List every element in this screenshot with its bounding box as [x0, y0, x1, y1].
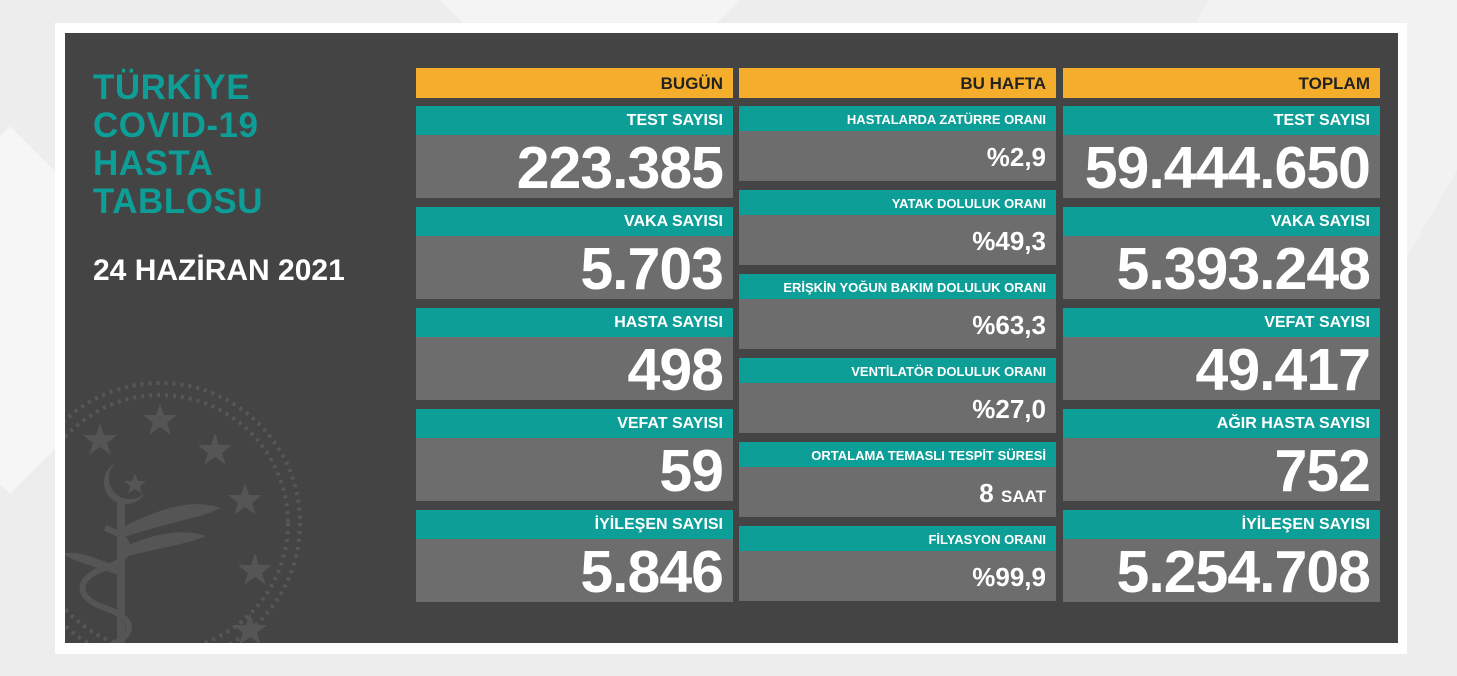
report-date: 24 HAZİRAN 2021 — [93, 254, 345, 287]
column-header: BU HAFTA — [739, 68, 1056, 98]
stat-card: HASTA SAYISI 498 — [416, 308, 733, 403]
column-header: BUGÜN — [416, 68, 733, 98]
rate-card: ORTALAMA TEMASLI TESPİT SÜRESİ 8 SAAT — [739, 442, 1056, 517]
rate-value: %99,9 — [739, 551, 1056, 601]
column-this-week: BU HAFTA HASTALARDA ZATÜRRE ORANI %2,9 Y… — [739, 68, 1056, 601]
dashboard-board: TÜRKİYE COVID-19 HASTA TABLOSU 24 HAZİRA… — [65, 33, 1398, 643]
column-header: TOPLAM — [1063, 68, 1380, 98]
stat-label: VEFAT SAYISI — [416, 409, 733, 438]
stat-label: TEST SAYISI — [416, 106, 733, 135]
rate-number: %2,9 — [986, 142, 1046, 172]
ministry-emblem-icon — [65, 381, 302, 643]
stat-value: 59 — [416, 438, 733, 504]
stat-value: 223.385 — [416, 135, 733, 201]
column-total: TOPLAM TEST SAYISI 59.444.650 VAKA SAYIS… — [1063, 68, 1380, 605]
stat-card: İYİLEŞEN SAYISI 5.846 — [416, 510, 733, 605]
rate-unit: SAAT — [1000, 487, 1046, 506]
stat-card: VEFAT SAYISI 49.417 — [1063, 308, 1380, 403]
stat-value: 59.444.650 — [1063, 135, 1380, 201]
stat-value: 5.703 — [416, 236, 733, 302]
rate-value: %2,9 — [739, 131, 1056, 181]
rate-card: YATAK DOLULUK ORANI %49,3 — [739, 190, 1056, 265]
infographic-frame: TÜRKİYE COVID-19 HASTA TABLOSU 24 HAZİRA… — [55, 23, 1407, 654]
stat-value: 498 — [416, 337, 733, 403]
stat-card: TEST SAYISI 223.385 — [416, 106, 733, 201]
rate-card: ERİŞKİN YOĞUN BAKIM DOLULUK ORANI %63,3 — [739, 274, 1056, 349]
stat-value: 5.393.248 — [1063, 236, 1380, 302]
stat-card: İYİLEŞEN SAYISI 5.254.708 — [1063, 510, 1380, 605]
rate-value: %27,0 — [739, 383, 1056, 433]
rate-number: %27,0 — [972, 394, 1046, 424]
stat-card: VAKA SAYISI 5.703 — [416, 207, 733, 302]
rate-number: 8 — [979, 478, 994, 508]
rate-label: ERİŞKİN YOĞUN BAKIM DOLULUK ORANI — [739, 274, 1056, 299]
column-today: BUGÜN TEST SAYISI 223.385 VAKA SAYISI 5.… — [416, 68, 733, 605]
stat-card: VAKA SAYISI 5.393.248 — [1063, 207, 1380, 302]
stat-label: VAKA SAYISI — [1063, 207, 1380, 236]
rate-value: %63,3 — [739, 299, 1056, 349]
rate-card: VENTİLATÖR DOLULUK ORANI %27,0 — [739, 358, 1056, 433]
stat-value: 752 — [1063, 438, 1380, 504]
rate-label: ORTALAMA TEMASLI TESPİT SÜRESİ — [739, 442, 1056, 467]
rate-label: YATAK DOLULUK ORANI — [739, 190, 1056, 215]
rate-value: 8 SAAT — [739, 467, 1056, 517]
stat-value: 5.846 — [416, 539, 733, 605]
rate-card: HASTALARDA ZATÜRRE ORANI %2,9 — [739, 106, 1056, 181]
stat-card: AĞIR HASTA SAYISI 752 — [1063, 409, 1380, 504]
stat-card: TEST SAYISI 59.444.650 — [1063, 106, 1380, 201]
rate-label: VENTİLATÖR DOLULUK ORANI — [739, 358, 1056, 383]
rate-label: FİLYASYON ORANI — [739, 526, 1056, 551]
rate-card: FİLYASYON ORANI %99,9 — [739, 526, 1056, 601]
rate-number: %63,3 — [972, 310, 1046, 340]
stat-label: İYİLEŞEN SAYISI — [416, 510, 733, 539]
stat-label: TEST SAYISI — [1063, 106, 1380, 135]
page-title: TÜRKİYE COVID-19 HASTA TABLOSU — [93, 68, 264, 221]
rate-number: %49,3 — [972, 226, 1046, 256]
stat-label: AĞIR HASTA SAYISI — [1063, 409, 1380, 438]
rate-number: %99,9 — [972, 562, 1046, 592]
stat-card: VEFAT SAYISI 59 — [416, 409, 733, 504]
stat-label: VAKA SAYISI — [416, 207, 733, 236]
stat-label: VEFAT SAYISI — [1063, 308, 1380, 337]
stat-label: İYİLEŞEN SAYISI — [1063, 510, 1380, 539]
rate-label: HASTALARDA ZATÜRRE ORANI — [739, 106, 1056, 131]
stat-value: 5.254.708 — [1063, 539, 1380, 605]
stat-value: 49.417 — [1063, 337, 1380, 403]
rate-value: %49,3 — [739, 215, 1056, 265]
stat-label: HASTA SAYISI — [416, 308, 733, 337]
